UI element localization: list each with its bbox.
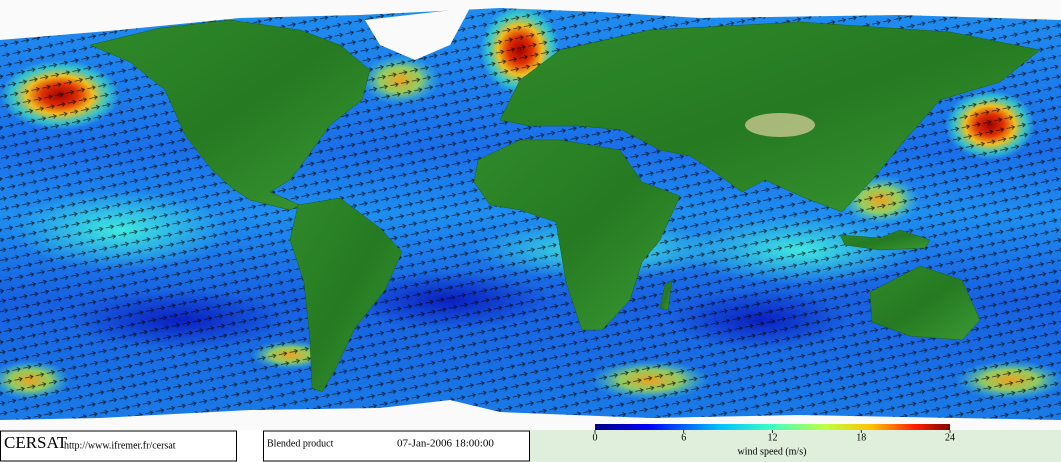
madagascar (659, 279, 673, 311)
logo: CERSAT (4, 433, 68, 452)
south-america (289, 197, 403, 393)
colorbar-tick-label: 24 (945, 432, 955, 443)
colorbar (595, 424, 950, 430)
colorbar-label: wind speed (m/s) (738, 446, 807, 457)
africa (473, 139, 681, 331)
timestamp: 07-Jan-2006 18:00:00 (397, 438, 494, 450)
north-america (89, 19, 371, 211)
colorbar-tick-label: 12 (768, 432, 778, 443)
greenland (365, 8, 470, 60)
tibet-plateau (745, 113, 815, 137)
product-box (263, 430, 530, 462)
arctic-ice (0, 0, 1061, 40)
ice (0, 0, 1061, 430)
colorbar-tick-label: 18 (856, 432, 866, 443)
indonesia (839, 229, 931, 251)
colorbar-panel (530, 430, 1061, 462)
url: http://www.ifremer.fr/cersat (64, 440, 176, 451)
colorbar-tick-label: 0 (593, 432, 598, 443)
credit-box (0, 430, 237, 462)
antarctica (0, 400, 1061, 430)
colorbar-tick-label: 6 (681, 432, 686, 443)
australia (869, 265, 981, 341)
product: Blended product (267, 438, 334, 449)
